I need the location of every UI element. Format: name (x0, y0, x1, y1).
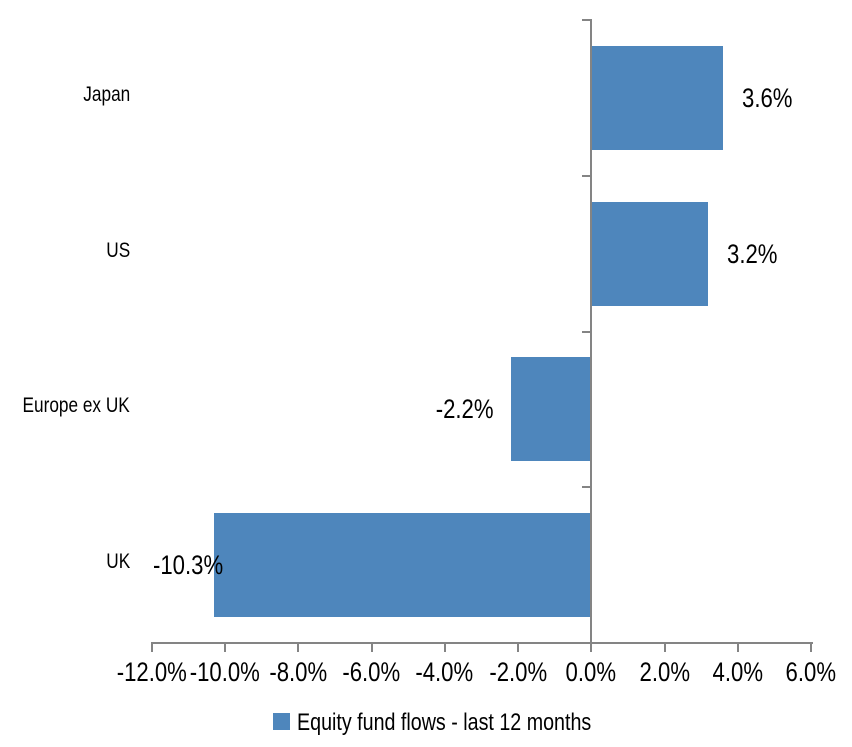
category-axis-tick (582, 486, 591, 489)
data-label-us: 3.2% (727, 238, 778, 269)
legend-label: Equity fund flows - last 12 months (297, 709, 592, 736)
x-axis-tick (517, 644, 520, 652)
x-axis-tick (810, 644, 812, 652)
x-axis-tick-label: 2.0% (639, 657, 690, 687)
x-axis-tick-label: -10.0% (189, 657, 261, 687)
category-axis-tick (582, 174, 591, 177)
bar-europe-ex-uk (510, 357, 591, 462)
bar-japan (592, 45, 724, 150)
bar-uk (214, 513, 591, 618)
x-axis-tick-label: -12.0% (116, 657, 187, 687)
x-axis-tick-label: 0.0% (565, 657, 617, 687)
category-label-uk: UK (106, 550, 131, 574)
bar-us (592, 201, 709, 306)
category-label-us: US (106, 238, 131, 262)
category-axis-line (590, 19, 593, 652)
legend-swatch (273, 713, 290, 730)
category-label-japan: Japan (83, 82, 131, 106)
x-axis-tick-label: -2.0% (488, 657, 547, 687)
x-axis-tick (224, 644, 227, 652)
x-axis-tick (151, 644, 153, 652)
x-axis-tick-label: -6.0% (342, 657, 401, 687)
category-label-europe-ex-uk: Europe ex UK (22, 394, 130, 418)
x-axis-tick (663, 644, 666, 652)
x-axis-tick-label: -8.0% (269, 657, 328, 687)
data-label-uk: -10.3% (153, 550, 224, 581)
x-axis-tick (297, 644, 300, 652)
category-axis-tick (582, 330, 591, 333)
x-axis-tick-label: -4.0% (415, 657, 474, 687)
x-axis-tick (736, 644, 739, 652)
category-axis-tick (582, 19, 591, 21)
data-label-europe-ex-uk: -2.2% (435, 394, 494, 425)
x-axis-line (151, 642, 813, 644)
x-axis-tick (590, 644, 593, 652)
x-axis-tick-label: 6.0% (785, 657, 837, 687)
x-axis-tick (443, 644, 446, 652)
data-label-japan: 3.6% (742, 82, 793, 113)
x-axis-tick-label: 4.0% (712, 657, 763, 687)
x-axis-tick (370, 644, 373, 652)
